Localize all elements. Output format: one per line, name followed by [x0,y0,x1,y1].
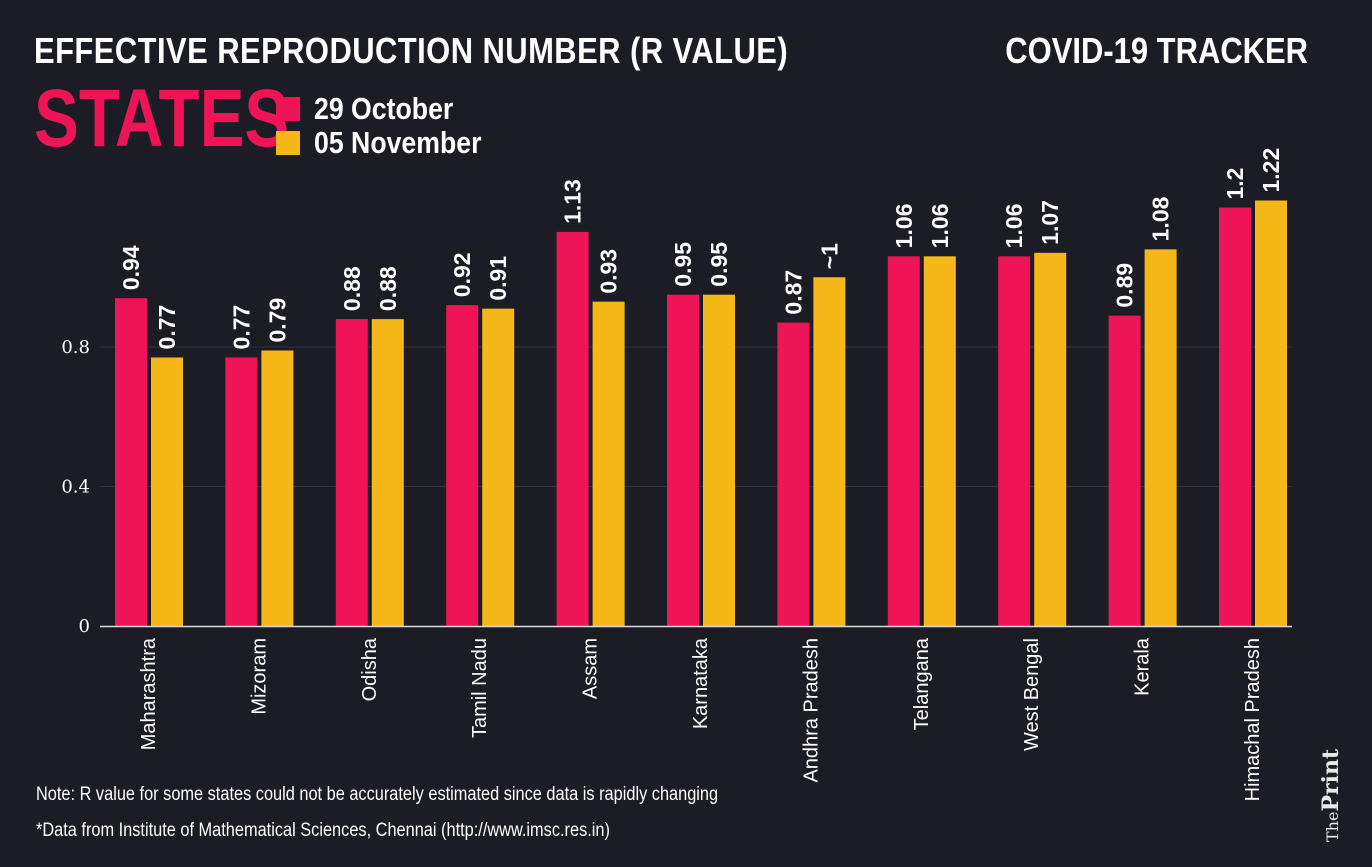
data-label: 0.95 [706,242,732,287]
data-label: 0.93 [596,249,622,294]
y-tick-label: 0.8 [61,337,90,358]
bar-telangana-29-october [887,256,920,626]
bar-assam-05-november [592,301,625,626]
data-label: 1.2 [1222,168,1248,200]
data-label: 0.95 [670,242,696,287]
x-tick-label: Himachal Pradesh [1242,638,1264,801]
x-tick-label: Tamil Nadu [469,638,491,738]
data-label: 0.91 [485,256,511,301]
chart-subtitle: STATES [34,73,290,164]
bar-kerala-05-november [1144,249,1177,626]
bar-mizoram-05-november [261,350,294,626]
data-label: 1.08 [1148,196,1174,241]
bar-tamil-nadu-05-november [482,308,515,626]
x-tick-label: Kerala [1132,637,1154,696]
legend: 29 October 05 November [276,91,509,160]
bar-west-bengal-29-october [998,256,1031,626]
data-label: 1.06 [1001,204,1027,249]
bar-himachal-pradesh-29-october [1219,207,1251,626]
chart-title: EFFECTIVE REPRODUCTION NUMBER (R VALUE) [34,30,789,71]
theprint-logo: ThePrint [1318,748,1344,842]
data-label: 0.92 [449,252,475,297]
bar-andhra-pradesh-05-november [813,277,846,626]
x-tick-label: Telangana [911,637,933,730]
x-tick-label: Andhra Pradesh [800,638,822,783]
x-tick-label: Odisha [359,637,381,701]
data-label: 0.88 [375,266,401,311]
x-tick-label: West Bengal [1021,638,1043,751]
legend-swatch-05-november [276,131,300,155]
bar-odisha-05-november [371,319,404,626]
data-source: *Data from Institute of Mathematical Sci… [36,820,610,841]
bar-kerala-29-october [1108,315,1141,626]
x-tick-label: Mizoram [248,638,270,715]
bar-himachal-pradesh-05-november [1255,200,1287,626]
y-tick-label: 0.4 [61,477,90,498]
x-tick-label: Maharashtra [138,637,160,750]
bar-andhra-pradesh-29-october [777,322,810,626]
bar-maharashtra-29-october [115,298,147,626]
bar-telangana-05-november [923,256,956,626]
bar-karnataka-05-november [703,294,735,626]
bar-tamil-nadu-29-october [446,305,479,626]
bar-mizoram-29-october [225,357,258,626]
y-tick-label: 0 [79,616,90,637]
data-label: 0.77 [228,305,254,350]
x-tick-label: Karnataka [690,637,712,729]
data-label: ~1 [816,243,842,269]
data-label: 1.13 [560,179,586,224]
footnote: Note: R value for some states could not … [36,784,719,805]
bar-west-bengal-05-november [1034,252,1067,626]
data-label: 0.89 [1112,263,1138,308]
data-label: 0.94 [118,245,144,290]
legend-label-05-november: 05 November [314,125,482,160]
tracker-label: COVID-19 TRACKER [1005,30,1308,71]
data-label: 1.07 [1037,200,1063,245]
data-label: 0.87 [780,270,806,315]
legend-item-05-november: 05 November [276,125,509,160]
bar-karnataka-29-october [667,294,699,626]
data-label: 0.77 [154,305,180,350]
data-label: 1.06 [927,204,953,249]
bar-odisha-29-october [335,319,368,626]
data-label: 0.88 [339,266,365,311]
data-label: 1.22 [1258,148,1284,193]
bar-maharashtra-05-november [151,357,183,626]
legend-item-29-october: 29 October [276,91,509,126]
data-label: 0.79 [264,298,290,343]
x-tick-label: Assam [580,638,602,699]
legend-swatch-29-october [276,97,300,121]
bar-assam-29-october [556,231,589,626]
data-label: 1.06 [891,204,917,249]
legend-label-29-october: 29 October [314,91,454,126]
